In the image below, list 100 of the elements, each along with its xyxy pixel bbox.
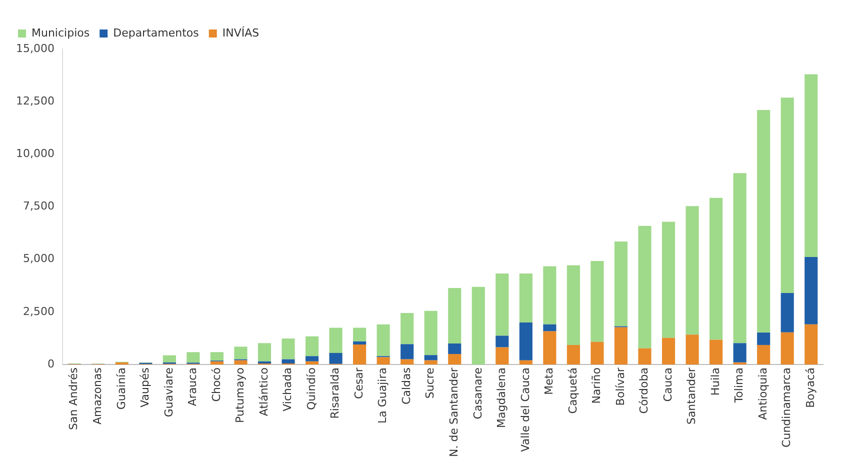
bar [519,360,532,365]
bar [804,257,818,324]
x-tick-label: Putumayo [234,367,247,423]
x-tick-label: Casanare [471,367,484,420]
x-tick-label: Cundinamarca [780,368,794,448]
x-tick-label: Caquetá [566,368,580,414]
bar [448,354,462,365]
x-tick-label: Tolima [732,368,746,404]
bar [376,324,390,356]
x-tick-label: N. de Santander [447,367,460,458]
bar [686,334,699,365]
bar [519,322,532,360]
x-tick-label: Risaralda [328,368,342,419]
y-tick-label: 12,500 [16,94,54,108]
bar [780,293,794,332]
x-tick-label: Chocó [210,367,223,402]
bar [424,355,438,360]
bar [448,344,462,354]
bar [424,310,438,356]
bar [305,336,319,356]
x-tick-label: Caldas [400,367,413,404]
bar [258,343,272,362]
y-tick-label: 15,000 [16,42,54,55]
bar [662,338,676,365]
bar [305,361,319,365]
x-tick-label: Meta [542,368,556,395]
bar [638,226,652,348]
bar [400,359,414,365]
bar [496,336,509,348]
bar [590,261,604,342]
x-tick-label: Cesar [352,367,366,399]
bar [710,340,723,365]
bar [424,360,438,365]
bar [282,338,295,360]
bar [733,362,746,365]
y-tick-label: 5,000 [22,252,54,266]
x-tick-label: La Guajira [376,368,390,424]
bar [804,74,818,258]
x-tick-label: Santander [685,367,698,425]
bar [186,352,200,363]
bar [566,344,580,365]
bar [638,348,652,365]
bar [305,356,319,362]
bar [400,344,414,360]
x-tick-label: Arauca [186,368,200,406]
bar [614,241,628,326]
x-tick-label: Atlántico [257,367,270,416]
bar [353,341,366,345]
x-tick-label: Boyacá [804,368,817,408]
bar [234,346,248,360]
x-tick-label: Quindío [304,367,318,410]
x-tick-label: Vaupés [138,367,152,408]
bar [448,288,462,344]
x-tick-label: Vichada [281,368,294,412]
bar [543,324,556,332]
x-tick-label: Nariño [590,367,604,404]
legend-label: Municipios [32,26,90,40]
bar [376,357,390,365]
x-tick-label: Antioquia [756,368,770,420]
x-tick-label: Cauca [661,368,674,402]
x-tick-label: San Andrés [67,367,80,430]
bar [472,286,485,365]
bar [329,352,342,364]
legend-label: Departamentos [113,26,200,40]
x-tick-label: Valle del Cauca [518,368,532,452]
bar [162,355,176,362]
x-tick-label: Guainía [114,368,128,410]
bar [733,343,746,362]
y-tick-label: 7,500 [22,200,54,213]
bar [353,328,366,342]
bar [210,361,224,365]
bar [710,198,723,340]
bar [496,347,509,365]
bar [566,265,580,345]
bar [804,324,818,365]
bar [234,360,248,365]
bar [757,332,770,345]
bar [329,328,342,353]
y-tick-label: 10,000 [16,147,54,160]
bar [614,327,628,365]
bar [400,313,414,344]
x-tick-label: Huila [708,368,722,396]
bar [353,344,366,365]
x-tick-label: Sucre [424,367,437,399]
y-tick-label: 0 [47,357,54,370]
x-tick-label: Magdalena [495,368,508,428]
bar [757,344,770,365]
bar [662,222,676,338]
bar [282,359,295,364]
bar [757,110,770,333]
bar [780,98,794,294]
legend-label: INVÍAS [222,25,260,40]
bar [210,352,224,361]
x-tick-label: Guaviare [162,367,176,418]
bar [543,266,556,324]
bar [590,342,604,365]
bar [115,362,128,365]
bar [733,173,746,344]
bar [519,273,532,322]
bar [543,331,556,365]
